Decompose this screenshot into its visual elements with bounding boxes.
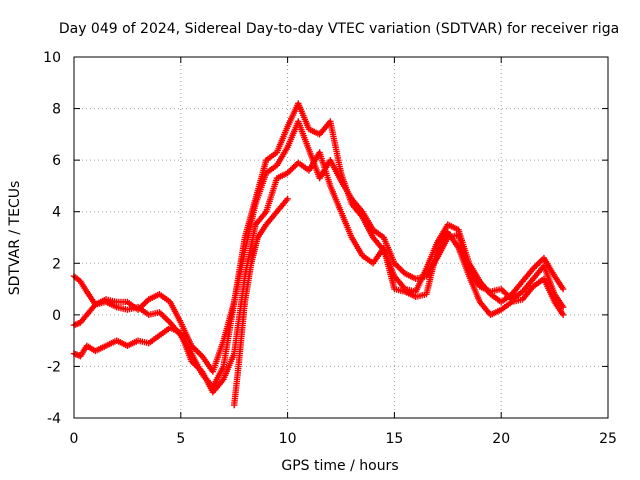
data-point — [284, 195, 291, 203]
y-tick-label: 0 — [52, 308, 61, 324]
data-point — [192, 347, 200, 354]
y-tick-label: 8 — [52, 102, 61, 118]
data-point — [142, 299, 149, 306]
data-point — [394, 263, 401, 270]
data-point — [397, 265, 404, 273]
y-tick-label: 10 — [43, 50, 61, 66]
x-tick-label: 10 — [279, 431, 297, 447]
x-axis-label: GPS time / hours — [281, 458, 398, 474]
plot-frame — [73, 56, 609, 419]
y-tick-label: -2 — [47, 359, 61, 375]
series-track-d — [231, 195, 291, 409]
chart-title: Day 049 of 2024, Sidereal Day-to-day VTE… — [59, 21, 619, 37]
x-tick-label: 5 — [176, 431, 185, 447]
data-point — [288, 165, 296, 172]
data-point — [194, 348, 201, 355]
series-track-c — [70, 149, 567, 396]
data-point — [559, 303, 567, 311]
x-tick-label: 25 — [599, 431, 617, 447]
tick-marks — [73, 56, 609, 419]
y-tick-label: 6 — [52, 153, 61, 169]
data-points — [70, 100, 567, 409]
data-point — [195, 349, 203, 357]
series-track-b — [70, 118, 567, 375]
data-point — [287, 166, 294, 174]
data-point — [290, 163, 297, 171]
x-tick-labels: 0 5 10 15 20 25 — [70, 431, 617, 447]
data-point — [140, 300, 148, 308]
y-axis-label: SDTVAR / TECUs — [7, 181, 23, 296]
data-point — [157, 310, 165, 317]
data-point — [559, 285, 567, 293]
y-tick-label: 4 — [52, 205, 61, 221]
data-point — [162, 314, 169, 322]
data-point — [559, 311, 567, 319]
data-point — [191, 345, 198, 352]
grid-lines — [74, 57, 608, 418]
y-tick-label: 2 — [52, 256, 61, 272]
x-tick-label: 15 — [385, 431, 403, 447]
data-point — [398, 267, 406, 274]
series-track-a — [70, 100, 567, 391]
data-point — [163, 316, 171, 323]
data-point — [534, 260, 542, 268]
data-point — [395, 264, 403, 271]
x-tick-label: 20 — [492, 431, 510, 447]
x-tick-label: 0 — [70, 431, 79, 447]
y-tick-label: -4 — [47, 411, 61, 427]
y-tick-labels: -4 -2 0 2 4 6 8 10 — [43, 50, 61, 427]
data-point — [536, 259, 543, 266]
data-point — [499, 287, 506, 294]
